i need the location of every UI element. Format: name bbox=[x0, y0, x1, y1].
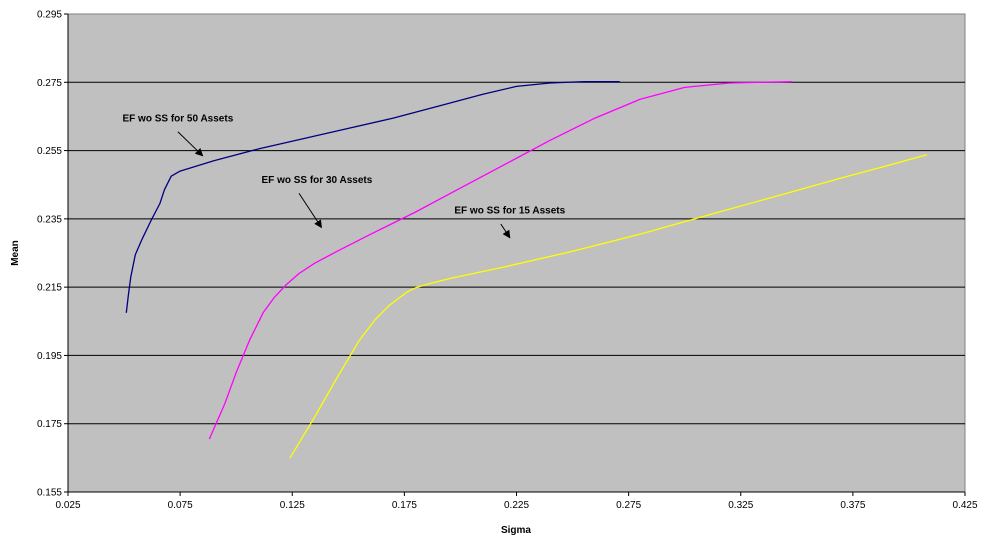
annotation-label: EF wo SS for 30 Assets bbox=[262, 175, 373, 186]
annotation-arrow bbox=[177, 131, 204, 157]
x-tick-label: 0.175 bbox=[392, 500, 417, 511]
x-tick-label: 0.425 bbox=[952, 500, 977, 511]
x-tick-label: 0.075 bbox=[168, 500, 193, 511]
axes: 0.155 0.175 0.195 0.215 0.235 0.255 0.275 0.295… bbox=[37, 10, 978, 512]
annotations: EF wo SS for 50 Assets EF wo SS for 30 As… bbox=[122, 114, 566, 239]
x-tick-label: 0.225 bbox=[504, 500, 529, 511]
gridlines bbox=[68, 81, 965, 425]
series-line-1 bbox=[125, 80, 620, 313]
annotation-arrow bbox=[298, 192, 322, 229]
y-tick-label: 0.275 bbox=[37, 78, 62, 89]
y-tick-label: 0.255 bbox=[37, 146, 62, 157]
annotation-arrow bbox=[500, 223, 511, 239]
x-tick-label: 0.025 bbox=[55, 500, 80, 511]
x-tick-label: 0.275 bbox=[616, 500, 641, 511]
y-axis-title: Mean bbox=[10, 240, 21, 266]
series-line-2 bbox=[208, 80, 793, 440]
annotation-label: EF wo SS for 15 Assets bbox=[454, 206, 565, 217]
series-lines bbox=[125, 80, 928, 459]
y-tick-label: 0.215 bbox=[37, 283, 62, 294]
y-tick-label: 0.175 bbox=[37, 419, 62, 430]
x-tick-label: 0.375 bbox=[840, 500, 865, 511]
y-tick-label: 0.195 bbox=[37, 351, 62, 362]
x-tick-label: 0.125 bbox=[280, 500, 305, 511]
y-tick-label: 0.295 bbox=[37, 10, 62, 21]
y-tick-label: 0.155 bbox=[37, 488, 62, 499]
plot-area bbox=[67, 13, 966, 493]
annotation-label: EF wo SS for 50 Assets bbox=[122, 114, 233, 125]
x-tick-label: 0.325 bbox=[728, 500, 753, 511]
y-tick-label: 0.235 bbox=[37, 214, 62, 225]
x-axis-title: Sigma bbox=[501, 525, 531, 536]
series-line-3 bbox=[289, 154, 928, 459]
